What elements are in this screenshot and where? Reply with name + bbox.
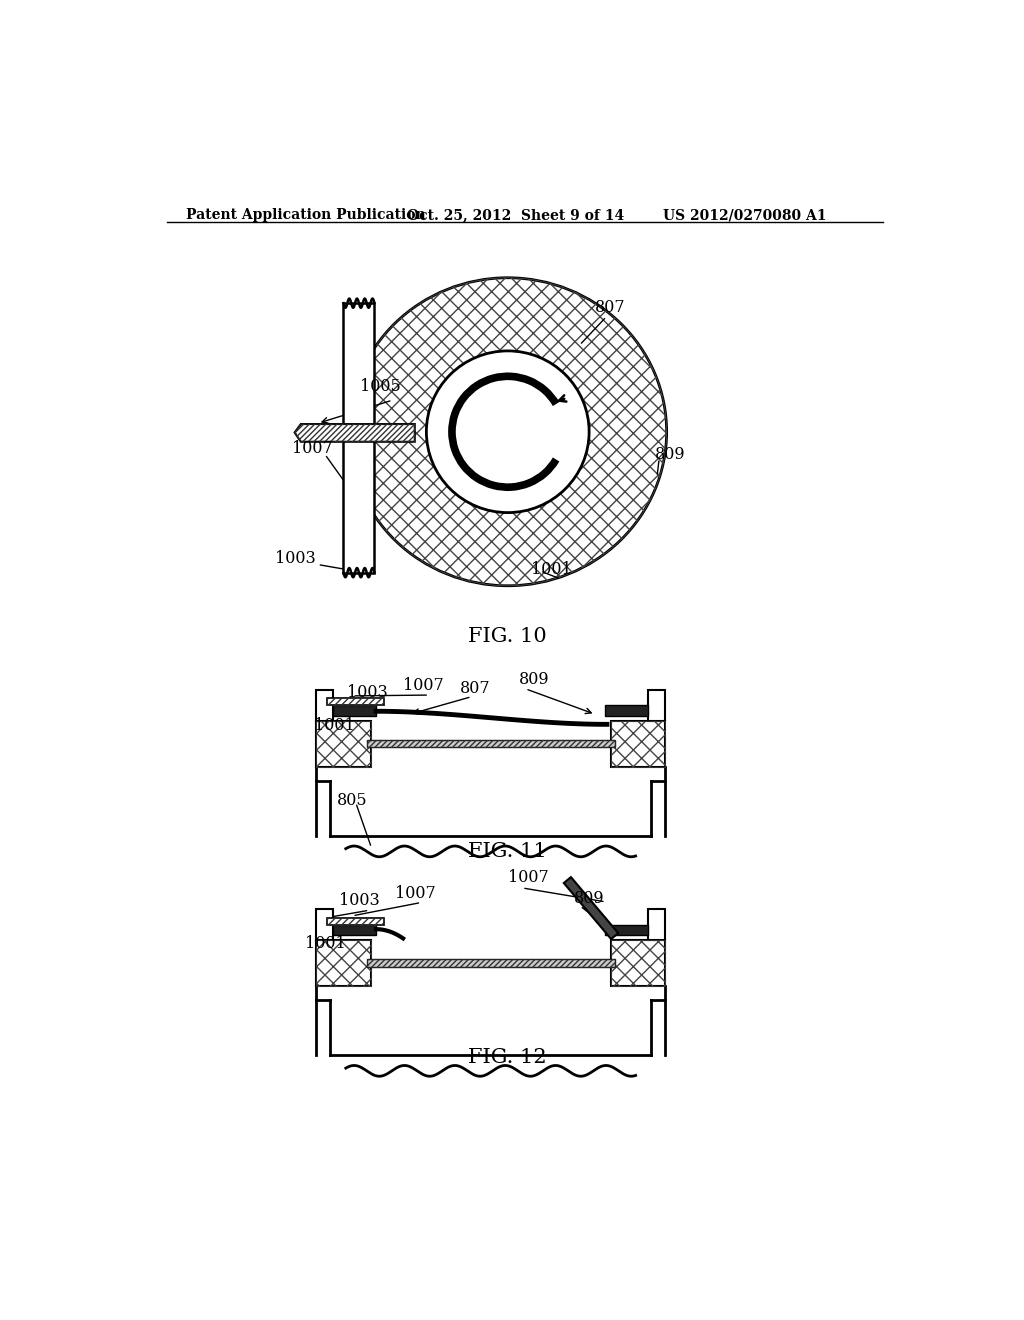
- Polygon shape: [343, 304, 375, 573]
- Polygon shape: [648, 689, 665, 721]
- Text: 1005: 1005: [360, 378, 401, 395]
- Ellipse shape: [426, 351, 589, 512]
- Text: 1001: 1001: [531, 561, 571, 578]
- Text: 809: 809: [519, 672, 550, 688]
- Text: 1007: 1007: [508, 869, 549, 886]
- Polygon shape: [648, 909, 665, 940]
- Text: 809: 809: [655, 446, 686, 463]
- Polygon shape: [605, 705, 648, 715]
- Text: 1003: 1003: [346, 684, 387, 701]
- Text: 1007: 1007: [403, 677, 443, 694]
- Polygon shape: [367, 960, 614, 966]
- Text: 809: 809: [573, 890, 604, 907]
- Polygon shape: [367, 739, 614, 747]
- Text: Patent Application Publication: Patent Application Publication: [186, 209, 426, 223]
- Text: 807: 807: [595, 300, 626, 317]
- Text: FIG. 11: FIG. 11: [468, 842, 547, 861]
- Polygon shape: [328, 698, 384, 705]
- Text: 805: 805: [337, 792, 368, 809]
- Polygon shape: [605, 924, 648, 936]
- Polygon shape: [334, 705, 376, 715]
- Text: 1003: 1003: [339, 892, 380, 909]
- Text: FIG. 10: FIG. 10: [468, 627, 547, 645]
- Polygon shape: [611, 940, 665, 986]
- Text: 1007: 1007: [395, 884, 436, 902]
- Ellipse shape: [349, 277, 667, 586]
- Text: 1001: 1001: [305, 935, 345, 952]
- Polygon shape: [295, 424, 415, 442]
- Polygon shape: [564, 876, 618, 939]
- Polygon shape: [316, 940, 371, 986]
- Polygon shape: [334, 924, 376, 936]
- Text: 807: 807: [460, 680, 490, 697]
- Text: 1007: 1007: [292, 440, 333, 457]
- Text: 1003: 1003: [275, 549, 316, 566]
- Text: FIG. 12: FIG. 12: [468, 1048, 547, 1067]
- Polygon shape: [316, 689, 334, 721]
- Text: 1001: 1001: [314, 717, 354, 734]
- Polygon shape: [328, 917, 384, 924]
- Polygon shape: [316, 721, 371, 767]
- Text: Oct. 25, 2012  Sheet 9 of 14: Oct. 25, 2012 Sheet 9 of 14: [407, 209, 625, 223]
- Text: US 2012/0270080 A1: US 2012/0270080 A1: [663, 209, 826, 223]
- Polygon shape: [316, 909, 334, 940]
- Polygon shape: [611, 721, 665, 767]
